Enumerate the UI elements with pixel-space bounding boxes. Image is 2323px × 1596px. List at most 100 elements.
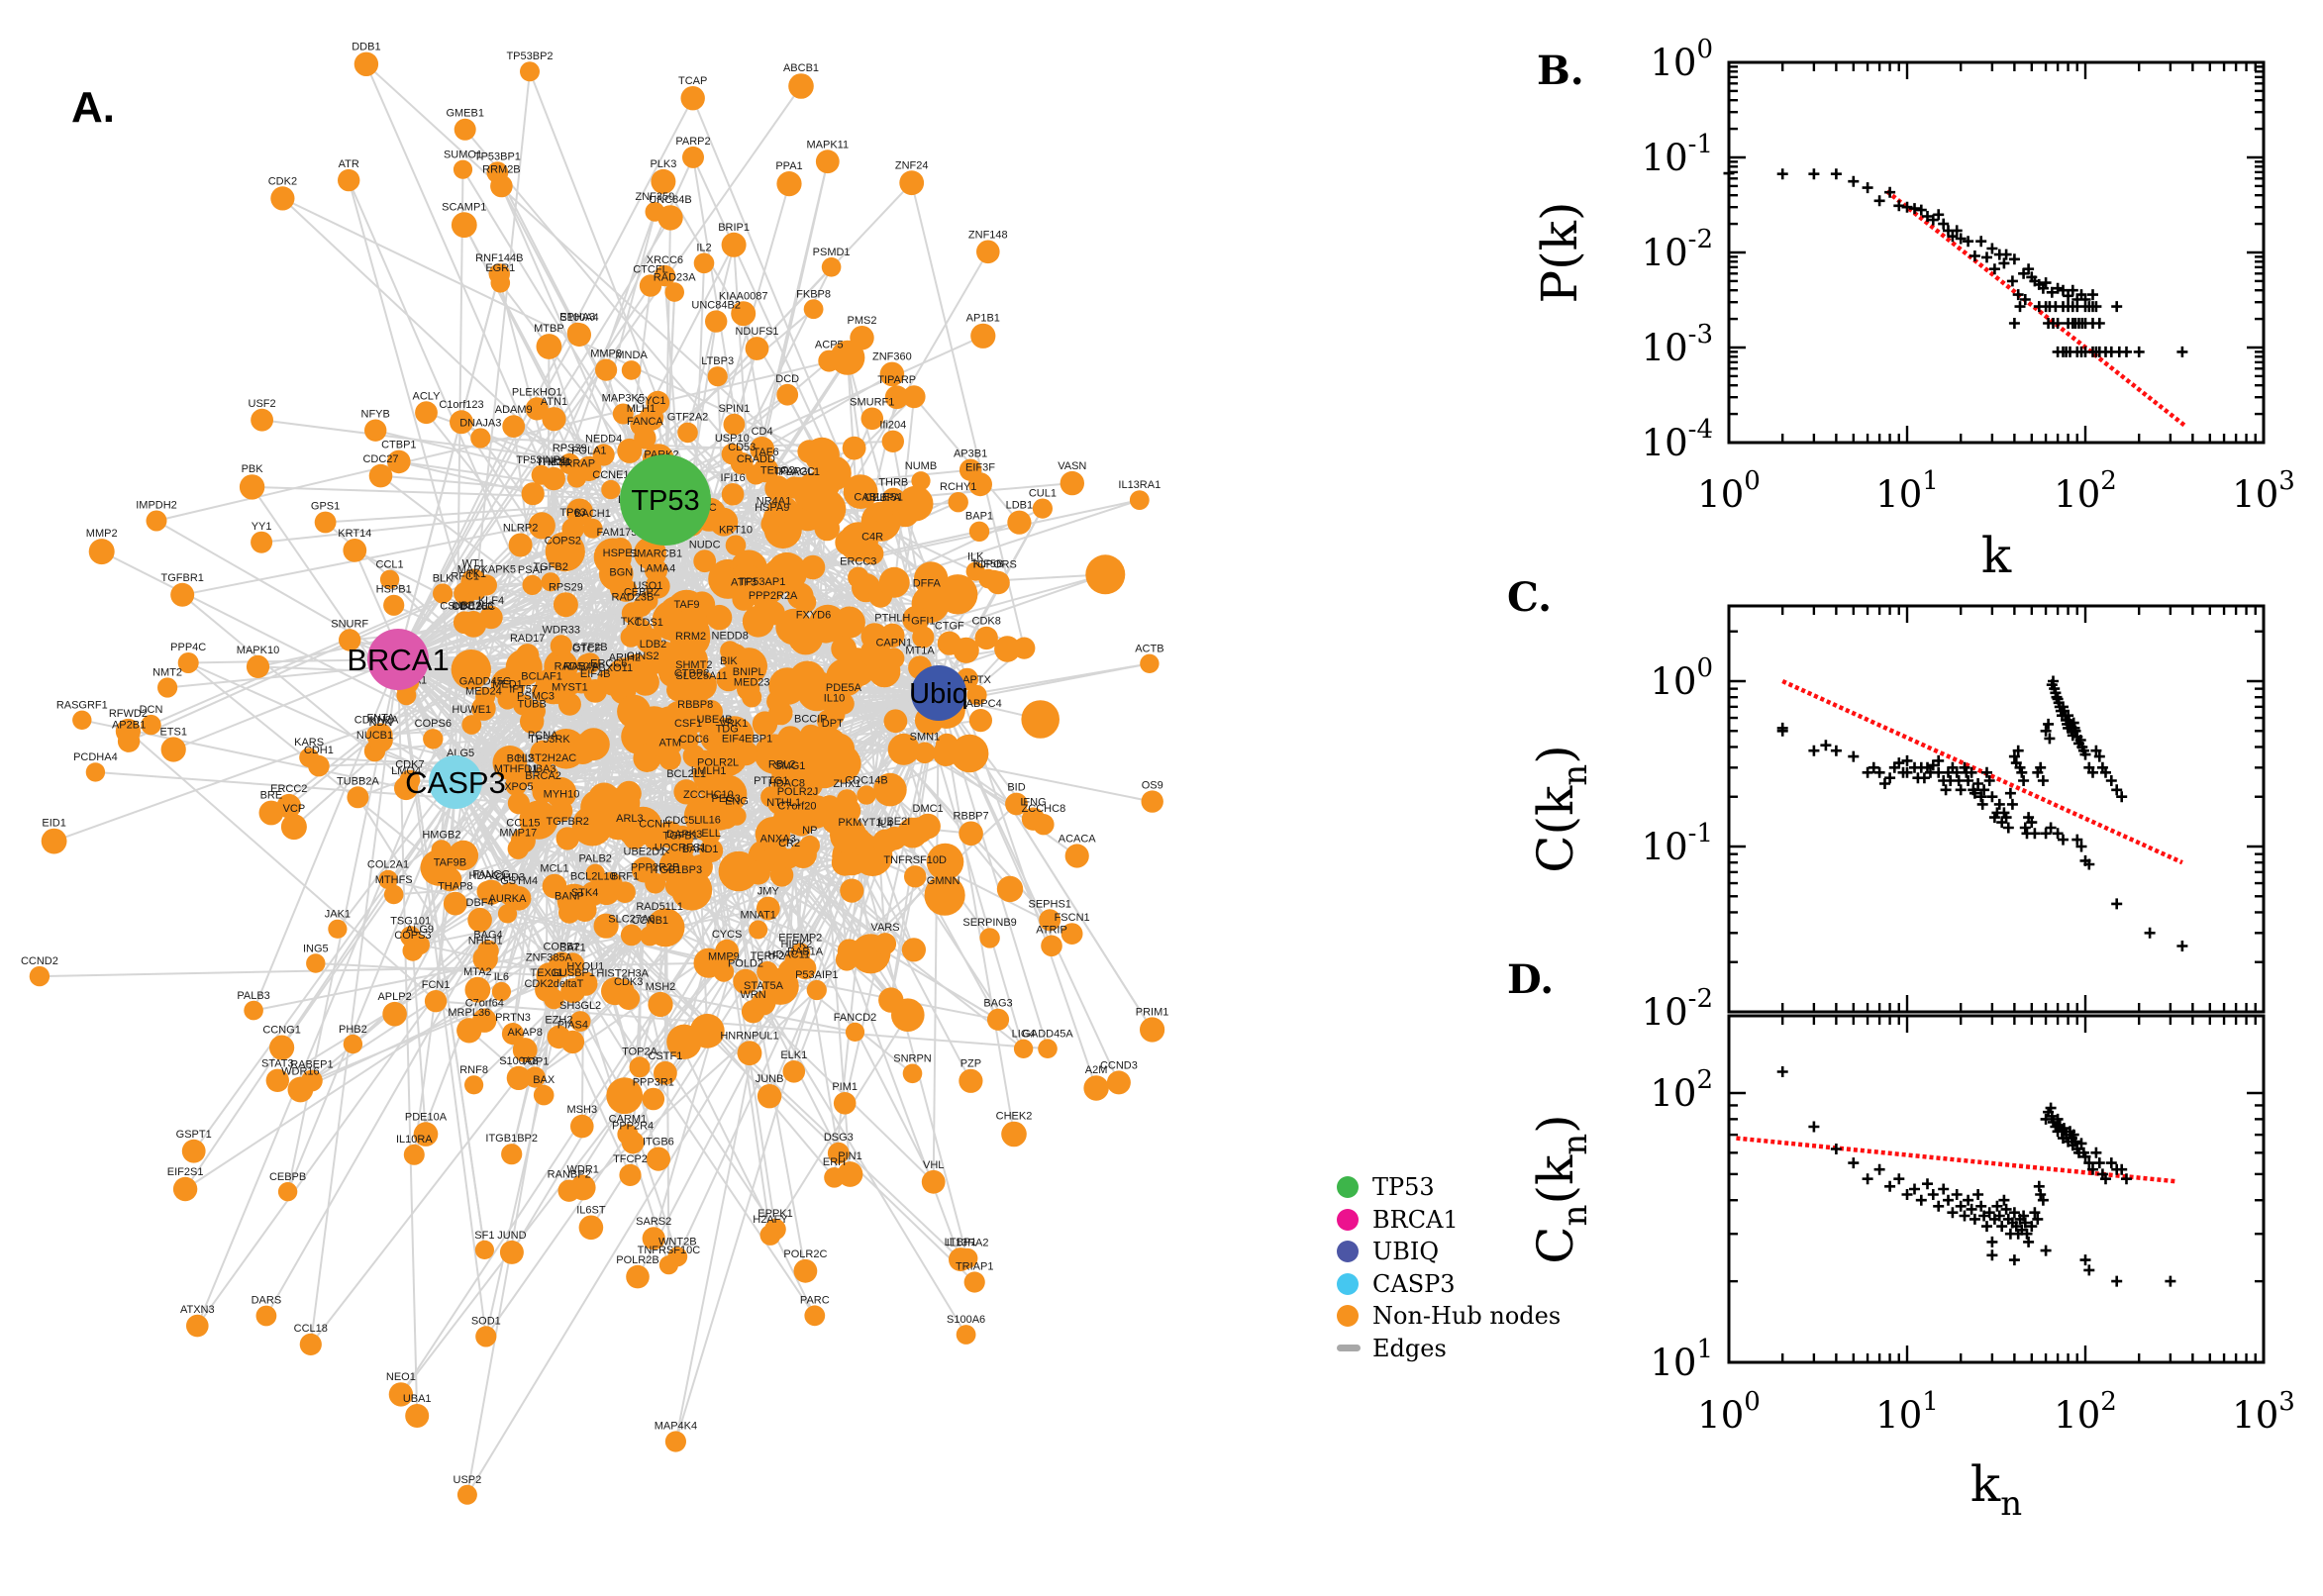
legend-label-nonhub: Non-Hub nodes <box>1372 1302 1562 1331</box>
node-label: CDK3 <box>614 976 643 988</box>
node-label: BAX <box>533 1074 556 1086</box>
network-node <box>757 960 778 983</box>
network-edge <box>932 692 940 1182</box>
network-node <box>619 1163 642 1186</box>
network-node <box>626 1264 650 1289</box>
node-label: TFAP2C <box>773 466 815 478</box>
network-node <box>117 730 141 752</box>
network-edge <box>454 645 562 783</box>
node-label: RABEP1 <box>290 1059 333 1071</box>
network-node <box>949 1247 972 1272</box>
tick-label: 101 <box>1875 1387 1939 1437</box>
node-label: DFFA <box>913 577 942 589</box>
network-node <box>790 943 811 963</box>
network-node <box>578 1215 604 1241</box>
node-label: CCNE1 <box>592 469 629 481</box>
node-label: CCL18 <box>294 1323 328 1335</box>
network-node <box>902 1063 923 1084</box>
network-node <box>533 1084 555 1106</box>
node-label: HSPE1 <box>603 548 639 559</box>
node-label: MED23 <box>734 676 770 688</box>
node-label: LDB1 <box>1006 500 1034 512</box>
node-label: TAF6 <box>754 447 779 458</box>
node-label: EID1 <box>42 818 65 830</box>
network-node <box>986 1008 1010 1031</box>
network-node <box>558 452 580 474</box>
node-label: IFNG <box>1020 797 1046 809</box>
network-node <box>782 1060 806 1083</box>
node-label: SOD1 <box>471 1315 501 1327</box>
node-label: CTCF <box>572 643 602 654</box>
network-edge <box>554 886 563 965</box>
node-label: CDK7 <box>395 759 424 771</box>
network-node <box>916 588 938 610</box>
network-edge <box>309 658 399 1346</box>
node-label: TSG101 <box>390 915 431 927</box>
node-label: SMURF1 <box>850 397 894 409</box>
node-label: RAB1A <box>787 947 824 958</box>
network-node <box>476 880 498 903</box>
node-label: MYST1 <box>552 682 588 694</box>
network-node <box>721 232 747 257</box>
network-node <box>550 635 572 657</box>
scatter-points-c <box>1776 675 2188 951</box>
node-label: SAT1 <box>559 942 586 953</box>
network-node <box>472 1008 497 1033</box>
node-label: OS9 <box>1142 780 1163 792</box>
node-label: CYCS <box>712 929 743 941</box>
network-node <box>676 610 697 631</box>
node-label: POLA1 <box>571 446 606 457</box>
network-node <box>673 779 699 805</box>
node-label: APLP2 <box>377 991 411 1003</box>
network-node <box>451 212 477 239</box>
node-label: ENG <box>725 796 749 808</box>
node-label: MMP17 <box>499 828 537 840</box>
node-label: COPS3 <box>394 930 431 942</box>
network-node <box>593 913 619 939</box>
node-label: TP53BP2 <box>506 50 553 62</box>
node-label: SARS2 <box>636 1216 671 1228</box>
network-node <box>530 740 556 766</box>
network-node <box>674 840 694 859</box>
node-label: A2M <box>1085 1064 1108 1076</box>
network-node <box>737 677 760 701</box>
edge-swatch-icon <box>1337 1345 1361 1352</box>
network-node <box>85 762 106 782</box>
node-label: HUWE1 <box>452 704 491 716</box>
network-node <box>902 385 926 409</box>
network-node <box>723 413 746 436</box>
node-label: CDC6 <box>679 734 709 746</box>
node-label: CDC5L <box>664 815 700 827</box>
node-label: MAP4K4 <box>655 1420 697 1432</box>
network-node <box>725 535 747 555</box>
node-label: IL2 <box>696 243 711 254</box>
node-label: IL13RA2 <box>947 1238 989 1249</box>
network-node <box>882 826 907 850</box>
network-node <box>666 1024 702 1060</box>
axis-ticks <box>1727 60 2266 445</box>
network-edge <box>286 781 456 1193</box>
node-label: MAPKAPK5 <box>457 563 516 575</box>
y-axis-label-d: Cn(kn) <box>1527 1114 1595 1263</box>
network-edge <box>184 515 641 1190</box>
node-label: DCN <box>140 704 163 716</box>
node-label: RAB4A <box>563 661 600 673</box>
network-node <box>664 1431 687 1452</box>
network-node <box>881 430 904 452</box>
network-node <box>530 773 554 797</box>
network-node <box>820 729 846 754</box>
node-label: SMG1 <box>774 760 805 772</box>
node-label: PCNA <box>528 730 558 742</box>
node-label: EGR1 <box>485 262 515 274</box>
hub-node-ubiq <box>911 665 966 721</box>
legend-item-nonhub: Non-Hub nodes <box>1337 1300 1561 1333</box>
network-node <box>814 515 840 542</box>
node-label: CSTF1 <box>648 1050 682 1062</box>
network-node <box>270 186 295 211</box>
node-label: VCP <box>283 803 306 815</box>
node-label: C4R <box>861 532 883 544</box>
tick-label: 103 <box>2232 466 2295 516</box>
network-node <box>258 800 284 826</box>
network-node <box>1038 1039 1058 1058</box>
